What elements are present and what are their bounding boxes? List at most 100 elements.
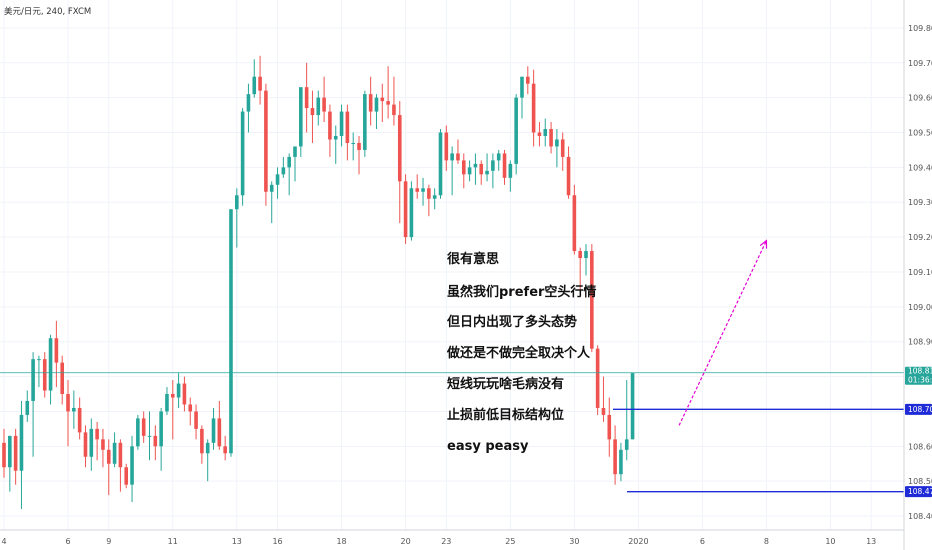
y-tick-label: 108.900 <box>908 338 932 347</box>
x-tick-label: 16 <box>272 537 282 546</box>
candle <box>310 90 315 143</box>
candle <box>194 404 198 440</box>
candle <box>514 94 518 175</box>
candle <box>630 373 635 440</box>
candle-body <box>333 135 338 140</box>
candle <box>421 177 425 206</box>
upper-level-badge: 108.706 <box>905 403 932 415</box>
candle <box>153 425 158 461</box>
candle-body <box>328 111 332 140</box>
candle-body <box>543 129 548 136</box>
candle-body <box>566 156 571 196</box>
candle-body <box>438 132 443 196</box>
y-tick-label: 108.400 <box>908 512 932 521</box>
candle <box>595 345 600 415</box>
candle-body <box>403 181 408 238</box>
candle-body <box>572 195 577 252</box>
candle <box>438 129 443 199</box>
candle-body <box>496 153 501 161</box>
candle-body <box>8 435 12 468</box>
candle <box>211 407 216 450</box>
candle-body <box>397 115 402 182</box>
candle <box>508 160 513 192</box>
candle-body <box>392 104 396 116</box>
x-tick-label: 2020 <box>628 537 648 546</box>
candle-body <box>508 163 513 178</box>
time-axis[interactable]: 4 6 9 11 13 16 18 20 23 25 30 2020 6 8 10 13 <box>1 537 876 546</box>
candle <box>287 153 291 196</box>
x-tick-label: 13 <box>866 537 876 546</box>
x-tick-label: 11 <box>168 537 178 546</box>
candle-body <box>89 428 94 457</box>
candle-body <box>526 76 530 84</box>
candle <box>200 425 204 464</box>
candle <box>112 432 117 468</box>
candle <box>450 146 454 196</box>
candle-body <box>229 209 233 454</box>
x-tick-label: 8 <box>764 537 769 546</box>
candle <box>328 104 332 157</box>
annotation-text: 很有意思 虽然我们prefer空头行情 但日内出现了多头态势 做还是不做完全取决… <box>446 251 596 454</box>
candle-body <box>537 132 542 136</box>
candle-body <box>13 435 18 471</box>
candle-body <box>200 428 204 454</box>
candle-body <box>60 362 64 395</box>
candle-body <box>19 414 24 471</box>
candle-body <box>595 348 600 408</box>
candle-body <box>624 439 629 450</box>
y-tick-label: 109.500 <box>908 129 932 138</box>
price-axis[interactable]: 108.400108.500108.600108.700108.800108.9… <box>908 24 932 521</box>
lower-level-label: 108.470 <box>908 487 932 496</box>
candle-body <box>217 418 222 447</box>
candle <box>235 188 239 248</box>
candle-body <box>374 97 379 112</box>
candle-body <box>136 418 140 447</box>
candle <box>520 76 524 119</box>
candle <box>217 400 222 450</box>
candle-body <box>281 167 286 175</box>
candle <box>386 66 390 119</box>
candle <box>2 428 6 478</box>
candle-body <box>141 418 146 436</box>
candle <box>136 414 140 450</box>
candle <box>246 83 251 133</box>
candle <box>159 407 163 471</box>
candle <box>8 435 12 492</box>
annotation-line-2: 虽然我们prefer空头行情 <box>447 284 596 300</box>
candle-body <box>112 442 117 464</box>
candle <box>526 66 530 95</box>
candle-body <box>124 467 129 485</box>
candle <box>258 55 262 105</box>
candle <box>229 209 233 457</box>
y-tick-label: 108.600 <box>908 442 932 451</box>
y-tick-label: 109.700 <box>908 59 932 68</box>
candle <box>427 184 431 217</box>
candle <box>95 421 99 461</box>
candle <box>281 156 286 178</box>
projection-arrow[interactable] <box>678 239 768 426</box>
candle <box>578 247 582 293</box>
candle <box>48 334 53 405</box>
candle <box>141 411 146 443</box>
candle <box>77 397 82 440</box>
candle-body <box>316 97 321 116</box>
x-tick-label: 18 <box>336 537 346 546</box>
candle-body <box>240 111 245 196</box>
candle <box>607 397 612 457</box>
x-tick-label: 6 <box>700 537 705 546</box>
candle <box>432 188 437 210</box>
candle-body <box>345 111 350 143</box>
candle <box>182 376 187 412</box>
candle <box>31 352 35 457</box>
candle <box>322 76 326 123</box>
candle <box>293 146 297 182</box>
x-tick-label: 13 <box>232 537 242 546</box>
candle-body <box>165 394 169 412</box>
candle <box>461 153 466 189</box>
annotation-line-4: 做还是不做完全取决个人 <box>446 345 591 361</box>
candle <box>479 160 484 185</box>
candle-body <box>479 163 484 175</box>
candle <box>624 380 629 461</box>
candle-body <box>31 359 35 401</box>
candle-body <box>106 449 111 464</box>
